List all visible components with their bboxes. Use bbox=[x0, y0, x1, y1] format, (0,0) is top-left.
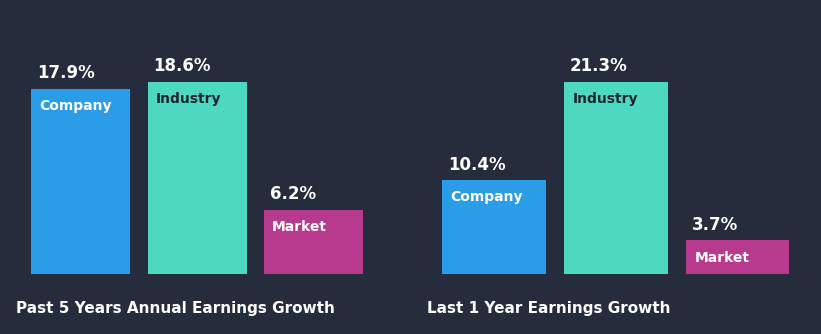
Bar bbox=[443, 180, 546, 274]
Text: Past 5 Years Annual Earnings Growth: Past 5 Years Annual Earnings Growth bbox=[16, 301, 335, 316]
Text: 3.7%: 3.7% bbox=[692, 216, 738, 234]
Text: Market: Market bbox=[273, 220, 328, 234]
Bar bbox=[686, 240, 789, 274]
Text: 21.3%: 21.3% bbox=[570, 57, 628, 75]
Text: 17.9%: 17.9% bbox=[37, 64, 94, 82]
Bar bbox=[264, 210, 363, 274]
Text: 10.4%: 10.4% bbox=[448, 156, 506, 174]
Text: Last 1 Year Earnings Growth: Last 1 Year Earnings Growth bbox=[427, 301, 671, 316]
Text: Industry: Industry bbox=[156, 92, 221, 106]
Text: Company: Company bbox=[39, 99, 112, 113]
Text: 18.6%: 18.6% bbox=[154, 57, 211, 75]
Text: 6.2%: 6.2% bbox=[270, 185, 316, 203]
Bar bbox=[31, 89, 130, 274]
Bar bbox=[564, 81, 667, 274]
Bar bbox=[148, 81, 246, 274]
Text: Market: Market bbox=[695, 250, 750, 265]
Text: Company: Company bbox=[451, 190, 523, 204]
Text: Industry: Industry bbox=[572, 92, 638, 106]
